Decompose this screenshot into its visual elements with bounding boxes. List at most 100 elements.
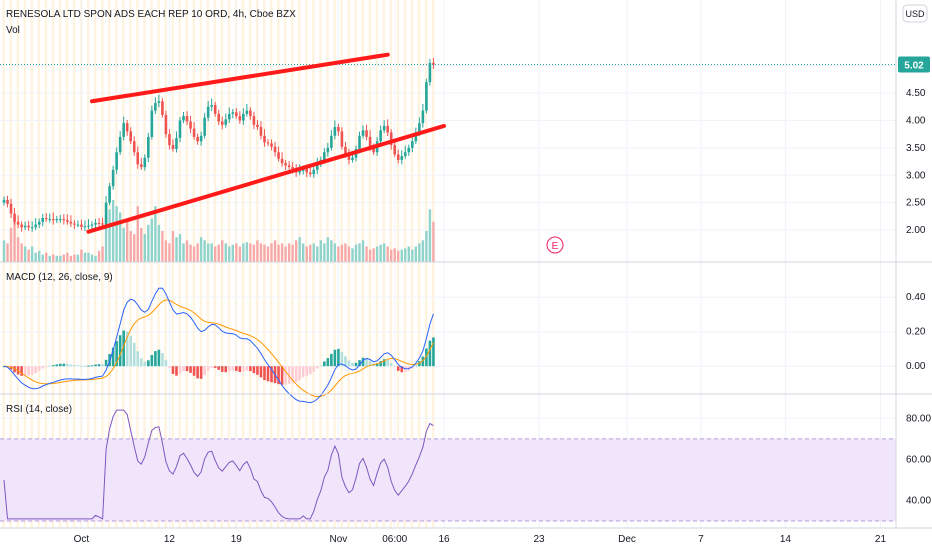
rsi-title[interactable]: RSI (14, close) [6, 404, 72, 415]
macd-histogram-bar [308, 366, 312, 375]
volume-bar [372, 248, 375, 262]
volume-bar [178, 234, 182, 262]
macd-histogram-bar [298, 366, 301, 380]
macd-histogram-bar [213, 366, 217, 368]
volume-bar [185, 240, 189, 262]
macd-histogram-bar [168, 366, 171, 368]
macd-histogram-bar [249, 366, 252, 372]
macd-histogram-bar [122, 330, 125, 367]
macd-histogram-bar [252, 366, 256, 374]
volume-bar [326, 237, 330, 262]
macd-histogram-bar [242, 366, 245, 372]
macd-histogram-bar [432, 337, 435, 367]
candle-body [97, 222, 101, 224]
candle-body [238, 116, 242, 121]
macd-histogram-bar [277, 366, 280, 385]
volume-bar [263, 244, 266, 262]
session-stripe [171, 0, 174, 528]
macd-histogram-bar [217, 366, 221, 370]
currency-button[interactable]: USD [902, 4, 928, 23]
macd-histogram-bar [178, 366, 182, 374]
channel-upper-line[interactable] [90, 52, 390, 104]
macd-histogram-bar [375, 363, 379, 367]
macd-histogram-bar [104, 359, 108, 367]
macd-histogram-bar [344, 356, 347, 367]
macd-histogram-bar [66, 363, 69, 367]
macd-histogram-bar [51, 365, 55, 367]
macd-histogram-bar [192, 366, 196, 376]
candle-body [340, 131, 344, 147]
candle-body [20, 224, 23, 228]
volume-bar [147, 224, 150, 262]
earnings-marker[interactable]: E [546, 236, 564, 254]
macd-histogram-bar [319, 365, 323, 367]
volume-bar [400, 249, 403, 262]
candle-body [287, 165, 291, 168]
macd-tick-label: 0.40 [906, 292, 926, 303]
macd-histogram-bar [287, 366, 291, 384]
macd-histogram-bar [227, 366, 231, 372]
candle-body [315, 164, 319, 170]
symbol-title[interactable]: RENESOLA LTD SPON ADS EACH REP 10 ORD, 4… [6, 9, 296, 20]
price-axis-ticks[interactable]: 5.004.504.003.503.002.502.00 [906, 61, 926, 236]
macd-histogram-bar [270, 366, 273, 383]
candle-body [386, 125, 389, 133]
volume-bar [164, 240, 168, 262]
session-stripe [129, 0, 132, 528]
volume-bar [414, 246, 418, 262]
time-axis-ticks[interactable]: Oct 12 19 Nov 06:00 16 23 Dec 7 14 21 [74, 534, 887, 545]
candle-body [196, 136, 199, 142]
candle-body [263, 135, 266, 143]
candle-body [41, 218, 45, 222]
volume-bar [284, 246, 287, 262]
volume-bar [432, 221, 435, 262]
volume-bar [354, 244, 358, 262]
volume-bar [238, 246, 242, 262]
macd-histogram-bar [139, 358, 143, 367]
currency-label: USD [905, 9, 925, 19]
volume-bar [108, 209, 111, 262]
macd-title[interactable]: MACD (12, 26, close, 9) [6, 272, 113, 283]
session-stripe [326, 0, 329, 528]
candle-body [175, 137, 178, 149]
macd-histogram-bar [414, 365, 418, 367]
volume-bar [48, 255, 51, 262]
session-stripe [340, 0, 343, 528]
candle-body [432, 62, 435, 65]
macd-histogram-bar [115, 341, 118, 367]
macd-histogram-bar [421, 356, 425, 367]
macd-histogram-bar [161, 352, 164, 367]
macd-histogram-bar [41, 366, 45, 369]
macd-histogram-bar [396, 366, 400, 371]
volume-bar [404, 248, 407, 262]
volume-bar [221, 240, 224, 262]
session-stripe [115, 0, 118, 528]
macd-histogram-bar [400, 366, 404, 373]
macd-histogram-bar [210, 366, 213, 368]
volume-bar [66, 252, 69, 262]
volume-bar [302, 243, 305, 262]
volume-bar [76, 254, 80, 262]
volume-bar [80, 249, 83, 262]
volume-bar [347, 246, 351, 262]
rsi-axis-ticks[interactable]: 80.00 60.00 40.00 [906, 413, 931, 506]
macd-histogram-bar [136, 351, 140, 367]
channel-lower-line[interactable] [86, 123, 446, 234]
session-stripe [108, 0, 111, 528]
macd-histogram-bar [337, 348, 340, 367]
macd-axis-ticks[interactable]: 0.40 0.20 0.00 [906, 292, 926, 372]
volume-bar [111, 200, 115, 262]
volume-bar [344, 243, 347, 262]
candle-body [125, 123, 129, 132]
volume-bar [379, 244, 382, 262]
session-stripe [51, 0, 55, 528]
rsi-tick-label: 80.00 [906, 413, 931, 424]
volume-bar [280, 243, 284, 262]
volume-bar [136, 206, 139, 262]
candle-body [154, 102, 157, 111]
session-stripe [382, 0, 386, 528]
volume-legend[interactable]: Vol [6, 25, 20, 36]
session-stripe [241, 0, 245, 528]
macd-histogram-bar [235, 366, 238, 371]
